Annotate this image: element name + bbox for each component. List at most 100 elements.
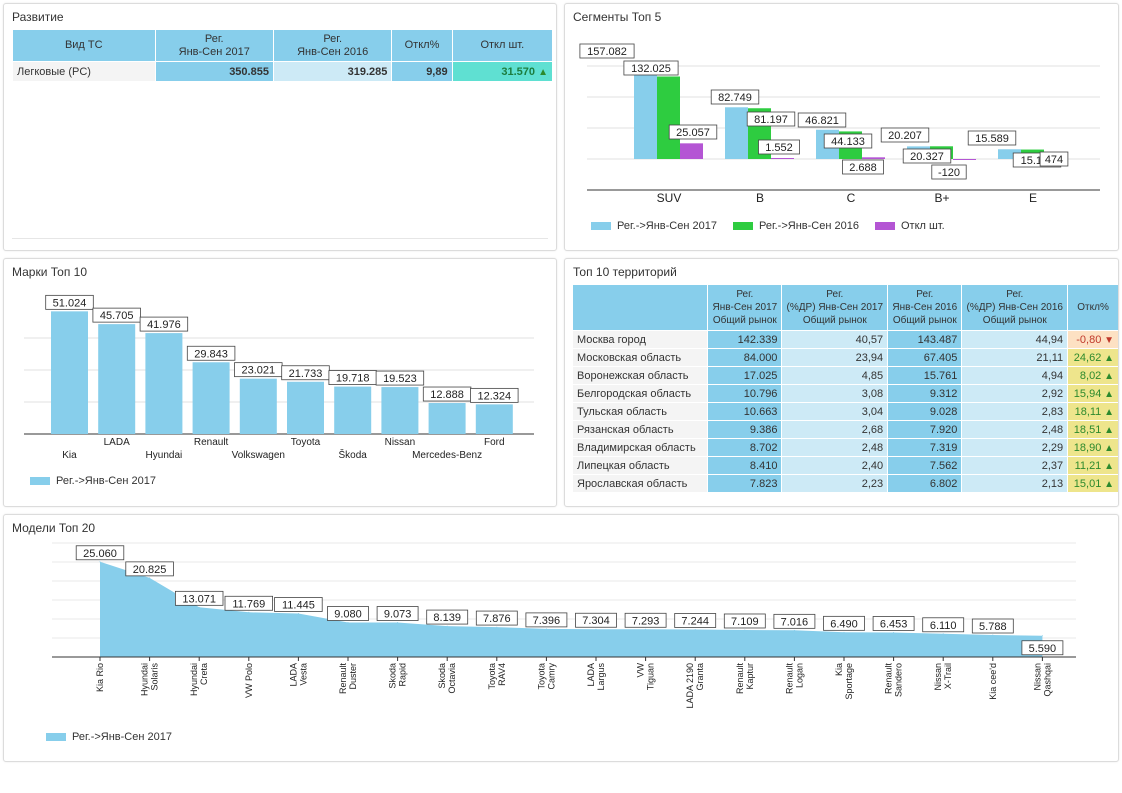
territories-table: Рег. Янв-Сен 2017 Общий рынок Рег. (%ДР)… (571, 284, 1118, 493)
data-label: 9.080 (327, 606, 369, 621)
cell-d: 2,48 (961, 420, 1069, 439)
svg-text:Nissan: Nissan (933, 663, 943, 691)
data-point (248, 611, 250, 613)
col-header: Вид ТС (12, 29, 156, 62)
data-point (149, 577, 151, 579)
data-point (645, 628, 647, 630)
bar-Mercedes-Benz (428, 403, 466, 434)
cell-name: Москва город (571, 330, 709, 349)
category-label: LADA Largus (586, 663, 606, 691)
data-label: 6.110 (922, 617, 965, 633)
data-label: 20.207 (880, 127, 930, 143)
svg-text:7.304: 7.304 (582, 615, 610, 627)
category-label: LADA Vesta (288, 663, 308, 687)
arrow-up-icon: ▲ (1101, 370, 1114, 382)
cell-pct: 18,90 ▲ (1067, 438, 1118, 457)
svg-text:5.788: 5.788 (979, 621, 1007, 633)
arrow-up-icon: ▲ (1101, 352, 1114, 364)
arrow-up-icon: ▲ (1101, 406, 1114, 418)
cell-d: 2,92 (961, 384, 1069, 403)
category-label: Renault Duster (338, 663, 358, 695)
cell-a: 8.702 (707, 438, 783, 457)
data-point (843, 631, 845, 633)
cell-2017: 350.855 (154, 61, 274, 82)
bar-E-0 (998, 149, 1021, 159)
category-label: E (1029, 191, 1037, 205)
category-label: LADA (104, 437, 130, 448)
legend-swatch (30, 477, 50, 485)
data-label: 51.024 (45, 294, 94, 310)
category-label: LADA 2190 Granta (685, 663, 705, 709)
svg-text:6.453: 6.453 (880, 618, 908, 630)
svg-text:RAV4: RAV4 (497, 663, 507, 686)
data-label: 1.552 (758, 139, 800, 155)
svg-text:25.060: 25.060 (83, 548, 117, 560)
svg-text:Kia cee'd: Kia cee'd (988, 663, 998, 700)
data-label: 82.749 (710, 89, 760, 105)
data-label: 29.843 (186, 345, 236, 361)
data-point (198, 606, 200, 608)
cell-a: 142.339 (707, 330, 783, 349)
col-header: Откл шт. (451, 29, 554, 62)
data-label: 23.021 (234, 362, 283, 378)
bar-SUV-1 (657, 76, 680, 159)
cell-a: 84.000 (707, 348, 783, 367)
category-label: Toyota RAV4 (487, 663, 507, 690)
svg-text:Sportage: Sportage (844, 663, 854, 700)
data-point (1041, 635, 1043, 637)
cell-c: 7.920 (887, 420, 963, 439)
legend-swatch (874, 222, 895, 230)
brands-legend: Рег.->Янв-Сен 2017 (30, 475, 156, 487)
data-label: 7.109 (723, 613, 766, 629)
cell-a: 9.386 (707, 420, 783, 439)
svg-text:9.080: 9.080 (334, 608, 362, 620)
data-point (694, 628, 696, 630)
svg-text:19.718: 19.718 (336, 373, 370, 385)
svg-text:157.082: 157.082 (587, 46, 627, 58)
svg-text:51.024: 51.024 (53, 297, 87, 309)
cell-b: 2,40 (781, 456, 889, 475)
panel-segments: Сегменты Топ 5 SUV B C B+ E 157.082 132.025 25.… (564, 3, 1119, 251)
data-label: 5.590 (1021, 640, 1064, 656)
svg-text:45.705: 45.705 (100, 310, 134, 322)
cell-b: 3,04 (781, 402, 889, 421)
divider (12, 238, 548, 239)
bar-Hyundai (145, 333, 183, 434)
cell-b: 23,94 (781, 348, 889, 367)
category-label: Skoda Rapid (388, 663, 408, 689)
svg-text:20.825: 20.825 (133, 564, 167, 576)
svg-text:Logan: Logan (794, 663, 804, 688)
svg-text:20.207: 20.207 (888, 130, 922, 142)
svg-text:7.016: 7.016 (781, 616, 809, 628)
cell-c: 143.487 (887, 330, 963, 349)
bar-Volkswagen (239, 378, 277, 434)
category-label: Hyundai Solaris (140, 663, 160, 697)
category-label: Škoda (339, 448, 368, 461)
category-label: Nissan Qashqai (1032, 663, 1052, 697)
table-row: Рязанская область 9.386 2,68 7.920 2,48 18,51… (571, 420, 1118, 439)
svg-text:21.733: 21.733 (289, 368, 323, 380)
svg-text:5.590: 5.590 (1029, 643, 1057, 655)
table-row: Ярославская область 7.823 2,23 6.802 2,13 15,… (571, 474, 1118, 493)
legend-swatch (591, 222, 611, 230)
svg-text:1.552: 1.552 (765, 142, 793, 154)
table-row: Московская область 84.000 23,94 67.405 21,11… (571, 348, 1118, 367)
category-label: Renault Kaptur (735, 663, 755, 695)
svg-text:41.976: 41.976 (147, 319, 181, 331)
table-row: Воронежская область 17.025 4,85 15.761 4,94 8… (571, 366, 1118, 385)
svg-text:46.821: 46.821 (805, 115, 839, 127)
panel-development: Развитие Вид ТС Рег. Янв-Сен 2017 Рег. Я… (3, 3, 557, 251)
cell-d: 4,94 (961, 366, 1069, 385)
cell-b: 40,57 (781, 330, 889, 349)
svg-text:29.843: 29.843 (194, 348, 228, 360)
category-label: Kia (62, 450, 77, 461)
cell-name: Воронежская область (571, 366, 709, 385)
svg-text:Tiguan: Tiguan (646, 663, 656, 690)
data-label: 19.523 (375, 370, 425, 386)
brands-chart: 51.024 Kia 45.705 LADA 41.976 Hyundai 29.843 Re… (24, 294, 534, 461)
svg-text:Solaris: Solaris (150, 663, 160, 691)
data-label: 46.821 (797, 112, 847, 128)
svg-text:Qashqai: Qashqai (1042, 663, 1052, 697)
legend-label: Рег.->Янв-Сен 2016 (758, 220, 859, 232)
